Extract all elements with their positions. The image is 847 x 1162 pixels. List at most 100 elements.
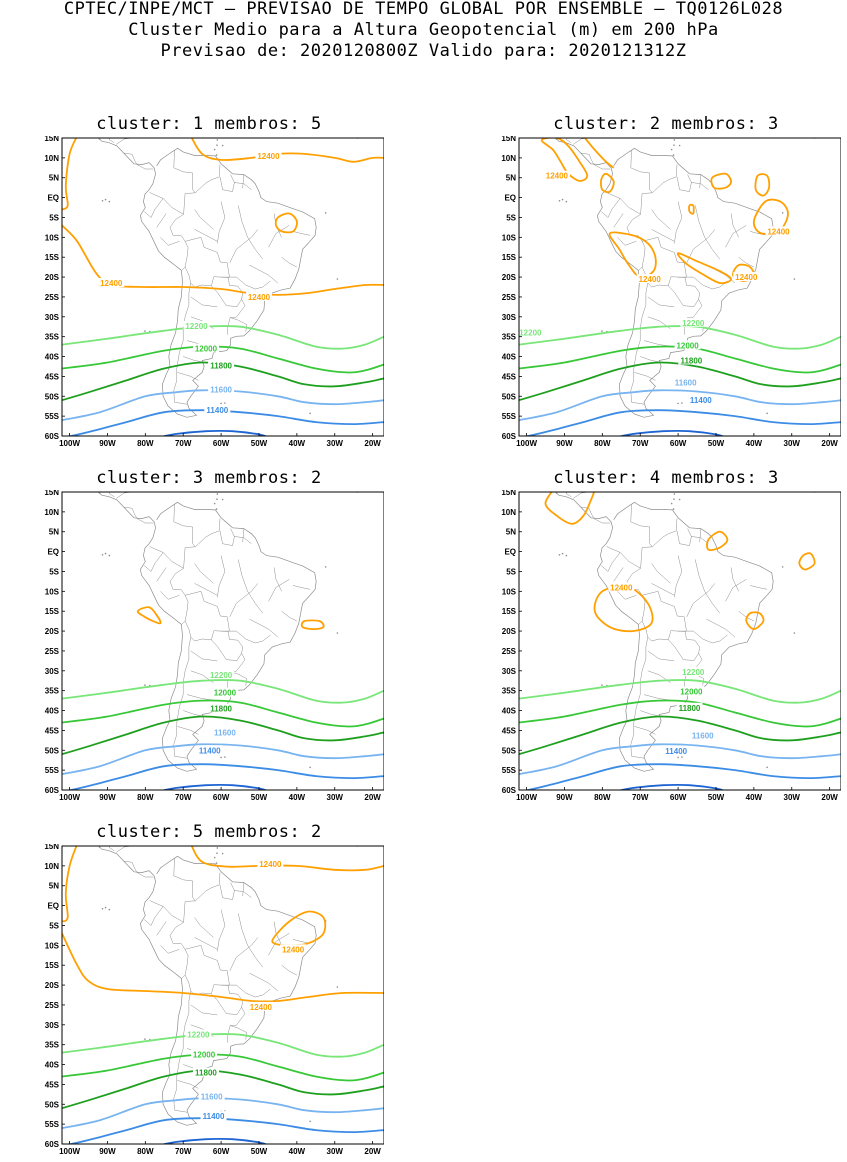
contour-label-11600: 11600 — [675, 378, 697, 387]
lat-tick-label: 60S — [45, 432, 60, 441]
contour-label-bg — [198, 1091, 225, 1101]
contour-12200 — [62, 679, 384, 704]
country-border — [194, 937, 218, 950]
island — [216, 493, 219, 495]
lon-tick-label: 90W — [99, 793, 116, 802]
country-border — [281, 965, 298, 976]
lat-tick-label: 25S — [502, 647, 517, 656]
lon-tick-label: 90W — [556, 793, 573, 802]
country-border — [617, 237, 637, 246]
lat-tick-label: 25S — [45, 1001, 60, 1010]
island — [144, 330, 146, 332]
figure-title-line2: Cluster Medio para a Altura Geopotencial… — [128, 20, 719, 40]
lat-tick-label: 5N — [49, 882, 59, 891]
lat-tick-label: 15N — [501, 490, 516, 497]
country-border — [217, 555, 226, 598]
lon-tick-label: 50W — [251, 793, 268, 802]
contour-label-bg — [208, 703, 235, 713]
country-border — [268, 579, 290, 602]
country-border — [177, 726, 199, 735]
contour-label-bg — [196, 745, 223, 755]
contour-label-11600: 11600 — [692, 732, 714, 741]
lon-tick-label: 80W — [137, 793, 154, 802]
country-border — [219, 884, 252, 900]
contour-11400 — [523, 409, 841, 436]
country-border — [211, 631, 243, 661]
contour-label-bg — [211, 687, 238, 697]
country-border — [694, 205, 720, 260]
contour-label-bg — [674, 340, 701, 350]
island — [336, 986, 339, 988]
lon-tick-label: 20W — [364, 1147, 381, 1156]
lat-tick-label: 30S — [45, 667, 60, 676]
country-border — [195, 518, 221, 547]
contour-label-bg — [211, 727, 238, 737]
country-border — [573, 492, 590, 499]
island — [558, 199, 561, 202]
contour-12400 — [190, 846, 384, 872]
geopotential-map: 12200 12000 11800 11600 11400 15N 10N 5N EQ 5S 10S… — [44, 490, 384, 802]
lon-tick-label: 60W — [213, 793, 230, 802]
country-border — [156, 213, 167, 228]
lat-tick-label: 35S — [502, 687, 517, 696]
lon-tick-label: 40W — [746, 439, 763, 448]
country-border — [652, 518, 678, 547]
country-border — [674, 201, 683, 244]
country-border — [647, 296, 675, 308]
country-border — [173, 990, 192, 1113]
lat-tick-label: 55S — [45, 412, 60, 421]
contour-label-bg — [678, 355, 705, 365]
lon-tick-label: 70W — [175, 793, 192, 802]
country-border — [730, 213, 739, 238]
island — [565, 200, 568, 203]
contour-label-bg — [208, 669, 235, 679]
lat-tick-label: 35S — [45, 687, 60, 696]
country-border — [750, 585, 768, 590]
contour-label-bg — [200, 1111, 227, 1121]
lon-tick-label: 90W — [99, 1147, 116, 1156]
contour-12400 — [190, 138, 384, 163]
country-border — [591, 159, 611, 170]
lat-tick-label: 20S — [45, 627, 60, 636]
country-border — [245, 988, 271, 998]
lat-tick-label: 10N — [44, 508, 59, 517]
country-border — [293, 585, 311, 590]
lon-tick-label: 30W — [327, 1147, 344, 1156]
contour-label-11800: 11800 — [210, 362, 232, 371]
country-border — [144, 198, 164, 218]
lat-tick-label: 15S — [502, 607, 517, 616]
contour-label-12000: 12000 — [214, 689, 237, 698]
contour-12200 — [519, 325, 841, 350]
lat-tick-label: 30S — [45, 313, 60, 322]
contour-label-12000: 12000 — [680, 687, 703, 696]
geopotential-map: 12400 12400 12400 12400 12200 12200 12000 11800… — [501, 136, 841, 448]
island — [215, 508, 218, 510]
contour-label-bg — [519, 327, 544, 337]
island — [561, 552, 564, 555]
contour-label-11800: 11800 — [679, 704, 701, 713]
country-border — [124, 860, 135, 868]
country-border — [566, 138, 572, 144]
lat-tick-label: EQ — [47, 548, 59, 557]
country-border — [194, 583, 218, 596]
country-border — [699, 528, 702, 543]
contour-label-bg — [678, 686, 705, 696]
map-panel-cluster-5: cluster: 5 membros: 2 12400 12400 12400 122… — [34, 822, 384, 1162]
coastline — [555, 138, 774, 418]
country-border — [169, 922, 189, 979]
country-border — [626, 214, 646, 271]
contour-label-bg — [676, 702, 703, 712]
country-border — [190, 1004, 218, 1016]
contour-label-11400: 11400 — [665, 747, 687, 756]
contour-12400 — [600, 172, 615, 194]
country-border — [606, 546, 653, 569]
contour-label-12400: 12400 — [100, 279, 123, 288]
lat-tick-label: 5S — [49, 921, 59, 930]
contour-label-bg — [208, 360, 235, 370]
lon-tick-label: 30W — [327, 793, 344, 802]
country-border — [116, 138, 133, 145]
lat-tick-label: 40S — [45, 353, 60, 362]
country-border — [566, 492, 572, 498]
country-border — [230, 882, 235, 891]
country-border — [678, 630, 703, 640]
